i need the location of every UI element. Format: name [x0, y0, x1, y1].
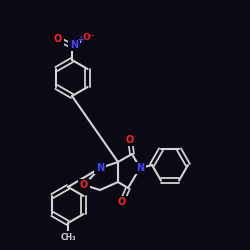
Text: N: N [96, 163, 104, 173]
Text: O⁻: O⁻ [83, 34, 95, 42]
Text: O: O [126, 135, 134, 145]
Text: CH₃: CH₃ [60, 232, 76, 241]
Text: O: O [118, 197, 126, 207]
Text: N: N [70, 40, 78, 50]
Text: O: O [54, 34, 62, 44]
Text: +: + [77, 35, 83, 44]
Text: O: O [80, 180, 88, 190]
Text: N: N [136, 163, 144, 173]
